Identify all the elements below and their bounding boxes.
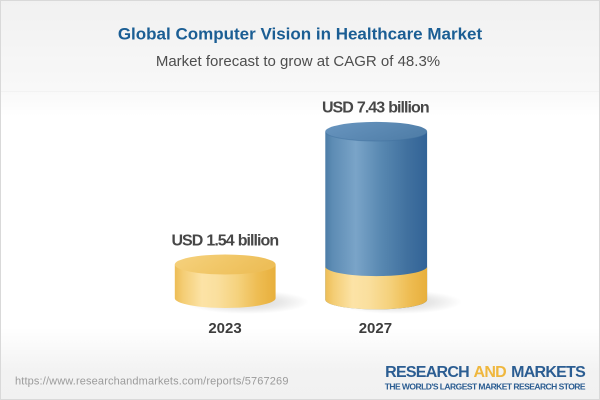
svg-text:USD 1.54 billion: USD 1.54 billion [171,233,278,250]
svg-text:https://www.researchandmarkets: https://www.researchandmarkets.com/repor… [15,376,289,388]
svg-text:USD 7.43 billion: USD 7.43 billion [322,99,429,116]
svg-text:2027: 2027 [359,320,392,337]
svg-text:Global Computer Vision in Heal: Global Computer Vision in Healthcare Mar… [118,25,483,44]
svg-text:THE WORLD'S LARGEST MARKET RES: THE WORLD'S LARGEST MARKET RESEARCH STOR… [385,382,586,392]
svg-text:2023: 2023 [208,320,241,337]
svg-text:Market forecast to grow at CAG: Market forecast to grow at CAGR of 48.3% [156,53,440,70]
svg-text:RESEARCH AND MARKETS: RESEARCH AND MARKETS [385,364,586,381]
